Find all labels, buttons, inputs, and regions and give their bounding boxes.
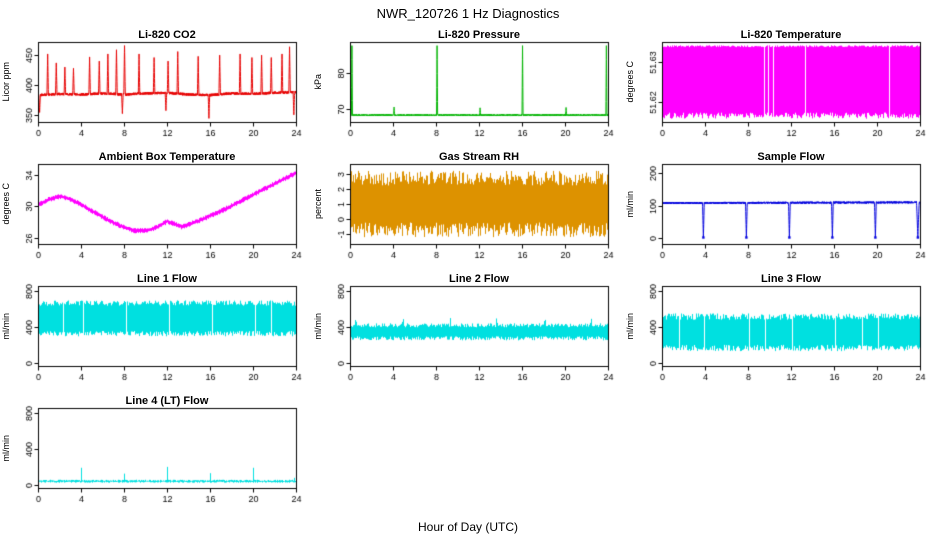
chart-title: Gas Stream RH [438, 151, 520, 163]
y-axis-label: degrees C [624, 42, 636, 122]
y-axis-label: Licor ppm [0, 42, 12, 122]
panel-line-4-lt-flow: Line 4 (LT) Flow ml/min [0, 392, 312, 514]
panel-ambient-box-temperature: Ambient Box Temperature degrees C [0, 148, 312, 270]
gas-stream-rh-chart [312, 148, 624, 270]
y-axis-label-text: ml/min [313, 312, 323, 340]
panel-gas-stream-rh: Gas Stream RH percent [312, 148, 624, 270]
y-axis-label-text: Licor ppm [1, 62, 11, 102]
y-axis-label: ml/min [624, 286, 636, 366]
y-axis-label: ml/min [0, 408, 12, 488]
y-axis-label-text: ml/min [625, 190, 635, 218]
chart-title: Sample Flow [757, 151, 825, 163]
y-axis-label: ml/min [312, 286, 324, 366]
chart-title: Ambient Box Temperature [98, 151, 236, 163]
li820-pressure-chart [312, 26, 624, 148]
chart-title: Line 4 (LT) Flow [125, 395, 209, 407]
y-axis-label-text: degrees C [1, 183, 11, 225]
line-3-flow-chart [624, 270, 936, 392]
ambient-box-temperature-chart [0, 148, 312, 270]
y-axis-label-text: kPa [313, 74, 323, 90]
y-axis-label-text: ml/min [1, 312, 11, 340]
line-4-lt-flow-chart [0, 392, 312, 514]
chart-title: Line 2 Flow [449, 273, 509, 285]
y-axis-label-text: degrees C [625, 61, 635, 103]
chart-title: Li-820 Temperature [740, 29, 842, 41]
li820-temperature-chart [624, 26, 936, 148]
y-axis-label: kPa [312, 42, 324, 122]
y-axis-label: ml/min [0, 286, 12, 366]
y-axis-label: degrees C [0, 164, 12, 244]
x-axis-label: Hour of Day (UTC) [417, 520, 518, 534]
panel-li820-co2: Li-820 CO2 Licor ppm [0, 26, 312, 148]
chart-title: Li-820 Pressure [438, 29, 520, 41]
panel-line-1-flow: Line 1 Flow ml/min [0, 270, 312, 392]
panel-li820-temperature: Li-820 Temperature degrees C [624, 26, 936, 148]
page-title: NWR_120726 1 Hz Diagnostics [376, 5, 560, 21]
y-axis-label: ml/min [624, 164, 636, 244]
sample-flow-chart [624, 148, 936, 270]
plot-grid: Li-820 CO2 Licor ppm Li-820 Pressure kPa… [0, 26, 936, 514]
chart-title: Line 3 Flow [761, 273, 821, 285]
y-axis-label-text: ml/min [1, 434, 11, 462]
panel-sample-flow: Sample Flow ml/min [624, 148, 936, 270]
panel-line-2-flow: Line 2 Flow ml/min [312, 270, 624, 392]
panel-li820-pressure: Li-820 Pressure kPa [312, 26, 624, 148]
li820-co2-chart [0, 26, 312, 148]
y-axis-label-text: ml/min [625, 312, 635, 340]
panel-line-3-flow: Line 3 Flow ml/min [624, 270, 936, 392]
chart-title: Li-820 CO2 [138, 29, 196, 41]
y-axis-label-text: percent [313, 188, 323, 220]
line-2-flow-chart [312, 270, 624, 392]
chart-title: Line 1 Flow [137, 273, 197, 285]
line-1-flow-chart [0, 270, 312, 392]
y-axis-label: percent [312, 164, 324, 244]
